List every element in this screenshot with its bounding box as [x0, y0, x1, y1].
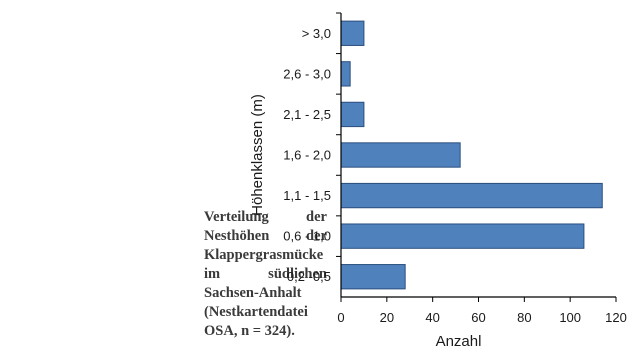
bar — [340, 20, 365, 46]
y-tick-label: 0,6 - 1,0 — [283, 229, 331, 244]
bar — [340, 142, 461, 168]
bar — [340, 264, 406, 290]
y-tick-label: 1,1 - 1,5 — [283, 188, 331, 203]
y-tick-label: 1,6 - 2,0 — [283, 148, 331, 163]
x-tick-label: 100 — [559, 310, 581, 325]
bar — [340, 61, 351, 87]
y-tick-label: 2,6 - 3,0 — [283, 66, 331, 81]
x-tick-label: 20 — [380, 310, 394, 325]
y-tick-label: 2,1 - 2,5 — [283, 107, 331, 122]
x-tick-label: 80 — [517, 310, 531, 325]
bar — [340, 101, 365, 128]
figure-caption: Verteilung der Nesthöhen der Klappergras… — [204, 209, 327, 339]
y-ticks-group: 0,2 -0,5 0,6 - 1,0 1,1 - 1,5 1,6 - 2,0 2,1 -… — [283, 12, 341, 284]
x-axis-title: Anzahl — [436, 333, 482, 350]
x-tick-label: 40 — [425, 310, 439, 325]
y-tick-label: > 3,0 — [302, 26, 331, 41]
bars-group — [340, 20, 603, 290]
bar — [340, 223, 585, 249]
x-tick-label: 0 — [337, 310, 344, 325]
x-tick-label: 60 — [471, 310, 485, 325]
y-tick-label: 0,2 -0,5 — [287, 269, 331, 284]
x-ticks-group: 0 20 40 60 80 100 120 — [337, 297, 627, 325]
bar — [340, 182, 603, 209]
y-axis-title: Höhenklassen (m) — [249, 94, 266, 216]
x-tick-label: 120 — [605, 310, 627, 325]
